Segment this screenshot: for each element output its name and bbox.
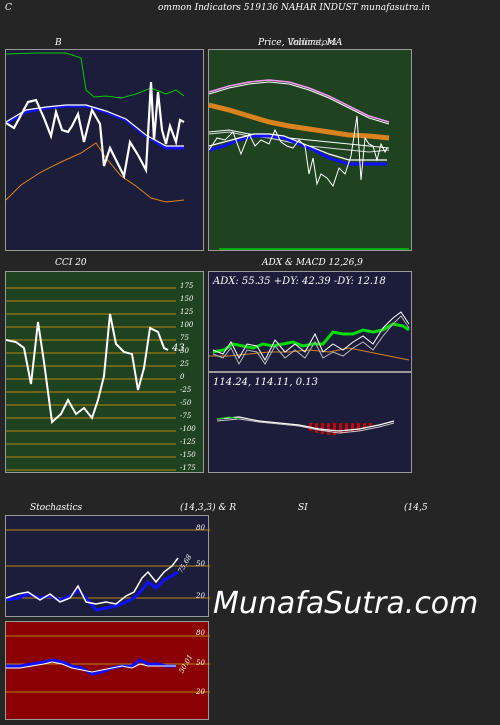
cci-tick: 125 [180, 308, 194, 316]
price-overlay-label: Indicators [290, 38, 337, 48]
cci-panel [5, 271, 204, 473]
bollinger-panel [5, 49, 204, 251]
rsi-tick: 50 [196, 659, 205, 667]
rsi-panel [5, 621, 210, 720]
adx-chart [209, 311, 410, 366]
stochastics-chart [6, 529, 210, 612]
cci-tick: 0 [180, 373, 185, 381]
price-label: Price, Volume, MA [258, 38, 343, 48]
watermark: MunafaSutra.com [213, 586, 479, 621]
cci-tick: -125 [180, 438, 196, 446]
cci-tick: -150 [180, 451, 196, 459]
stochastics-panel [5, 515, 210, 617]
cci-tick: 150 [180, 295, 194, 303]
cci-tick: -50 [180, 399, 192, 407]
stoch-tick: 50 [196, 560, 205, 568]
stoch-params: (14,3,3) & R [180, 503, 237, 513]
cci-tick: 50 [180, 347, 189, 355]
cci-tick: 100 [180, 321, 194, 329]
rsi-chart [6, 635, 210, 693]
cci-tick: -175 [180, 464, 196, 472]
cci-tick: 175 [180, 282, 194, 290]
cci-tick: -25 [180, 386, 192, 394]
rsi-tick: 20 [196, 688, 205, 696]
price-panel [208, 49, 412, 251]
macd-readout: 114.24, 114.11, 0.13 [213, 377, 318, 388]
cci-tick: -75 [180, 412, 192, 420]
macd-panel [208, 372, 412, 473]
cci-value-label: 43 [172, 343, 185, 354]
cci-label: CCI 20 [55, 258, 87, 268]
cci-tick: 75 [180, 334, 189, 342]
adx-label: ADX & MACD 12,26,9 [262, 258, 363, 268]
stoch-label: Stochastics [30, 503, 83, 513]
header-left-letter: C [5, 3, 12, 13]
stoch-tick: 20 [196, 592, 205, 600]
price-chart [209, 79, 409, 250]
rsi-label: SI [298, 503, 308, 513]
rsi-tick: 80 [196, 629, 205, 637]
rsi-params: (14,5 [404, 503, 428, 513]
page-title: ommon Indicators 519136 NAHAR INDUST mun… [158, 3, 431, 13]
stoch-tick: 80 [196, 524, 205, 532]
bollinger-chart [6, 52, 185, 203]
cci-tick: -100 [180, 425, 196, 433]
macd-chart [216, 416, 395, 435]
cci-chart [6, 287, 176, 471]
adx-readout: ADX: 55.35 +DY: 42.39 -DY: 12.18 [213, 276, 386, 287]
bb-label: B [55, 38, 62, 48]
adx-panel [208, 271, 412, 372]
cci-tick: 25 [180, 360, 189, 368]
